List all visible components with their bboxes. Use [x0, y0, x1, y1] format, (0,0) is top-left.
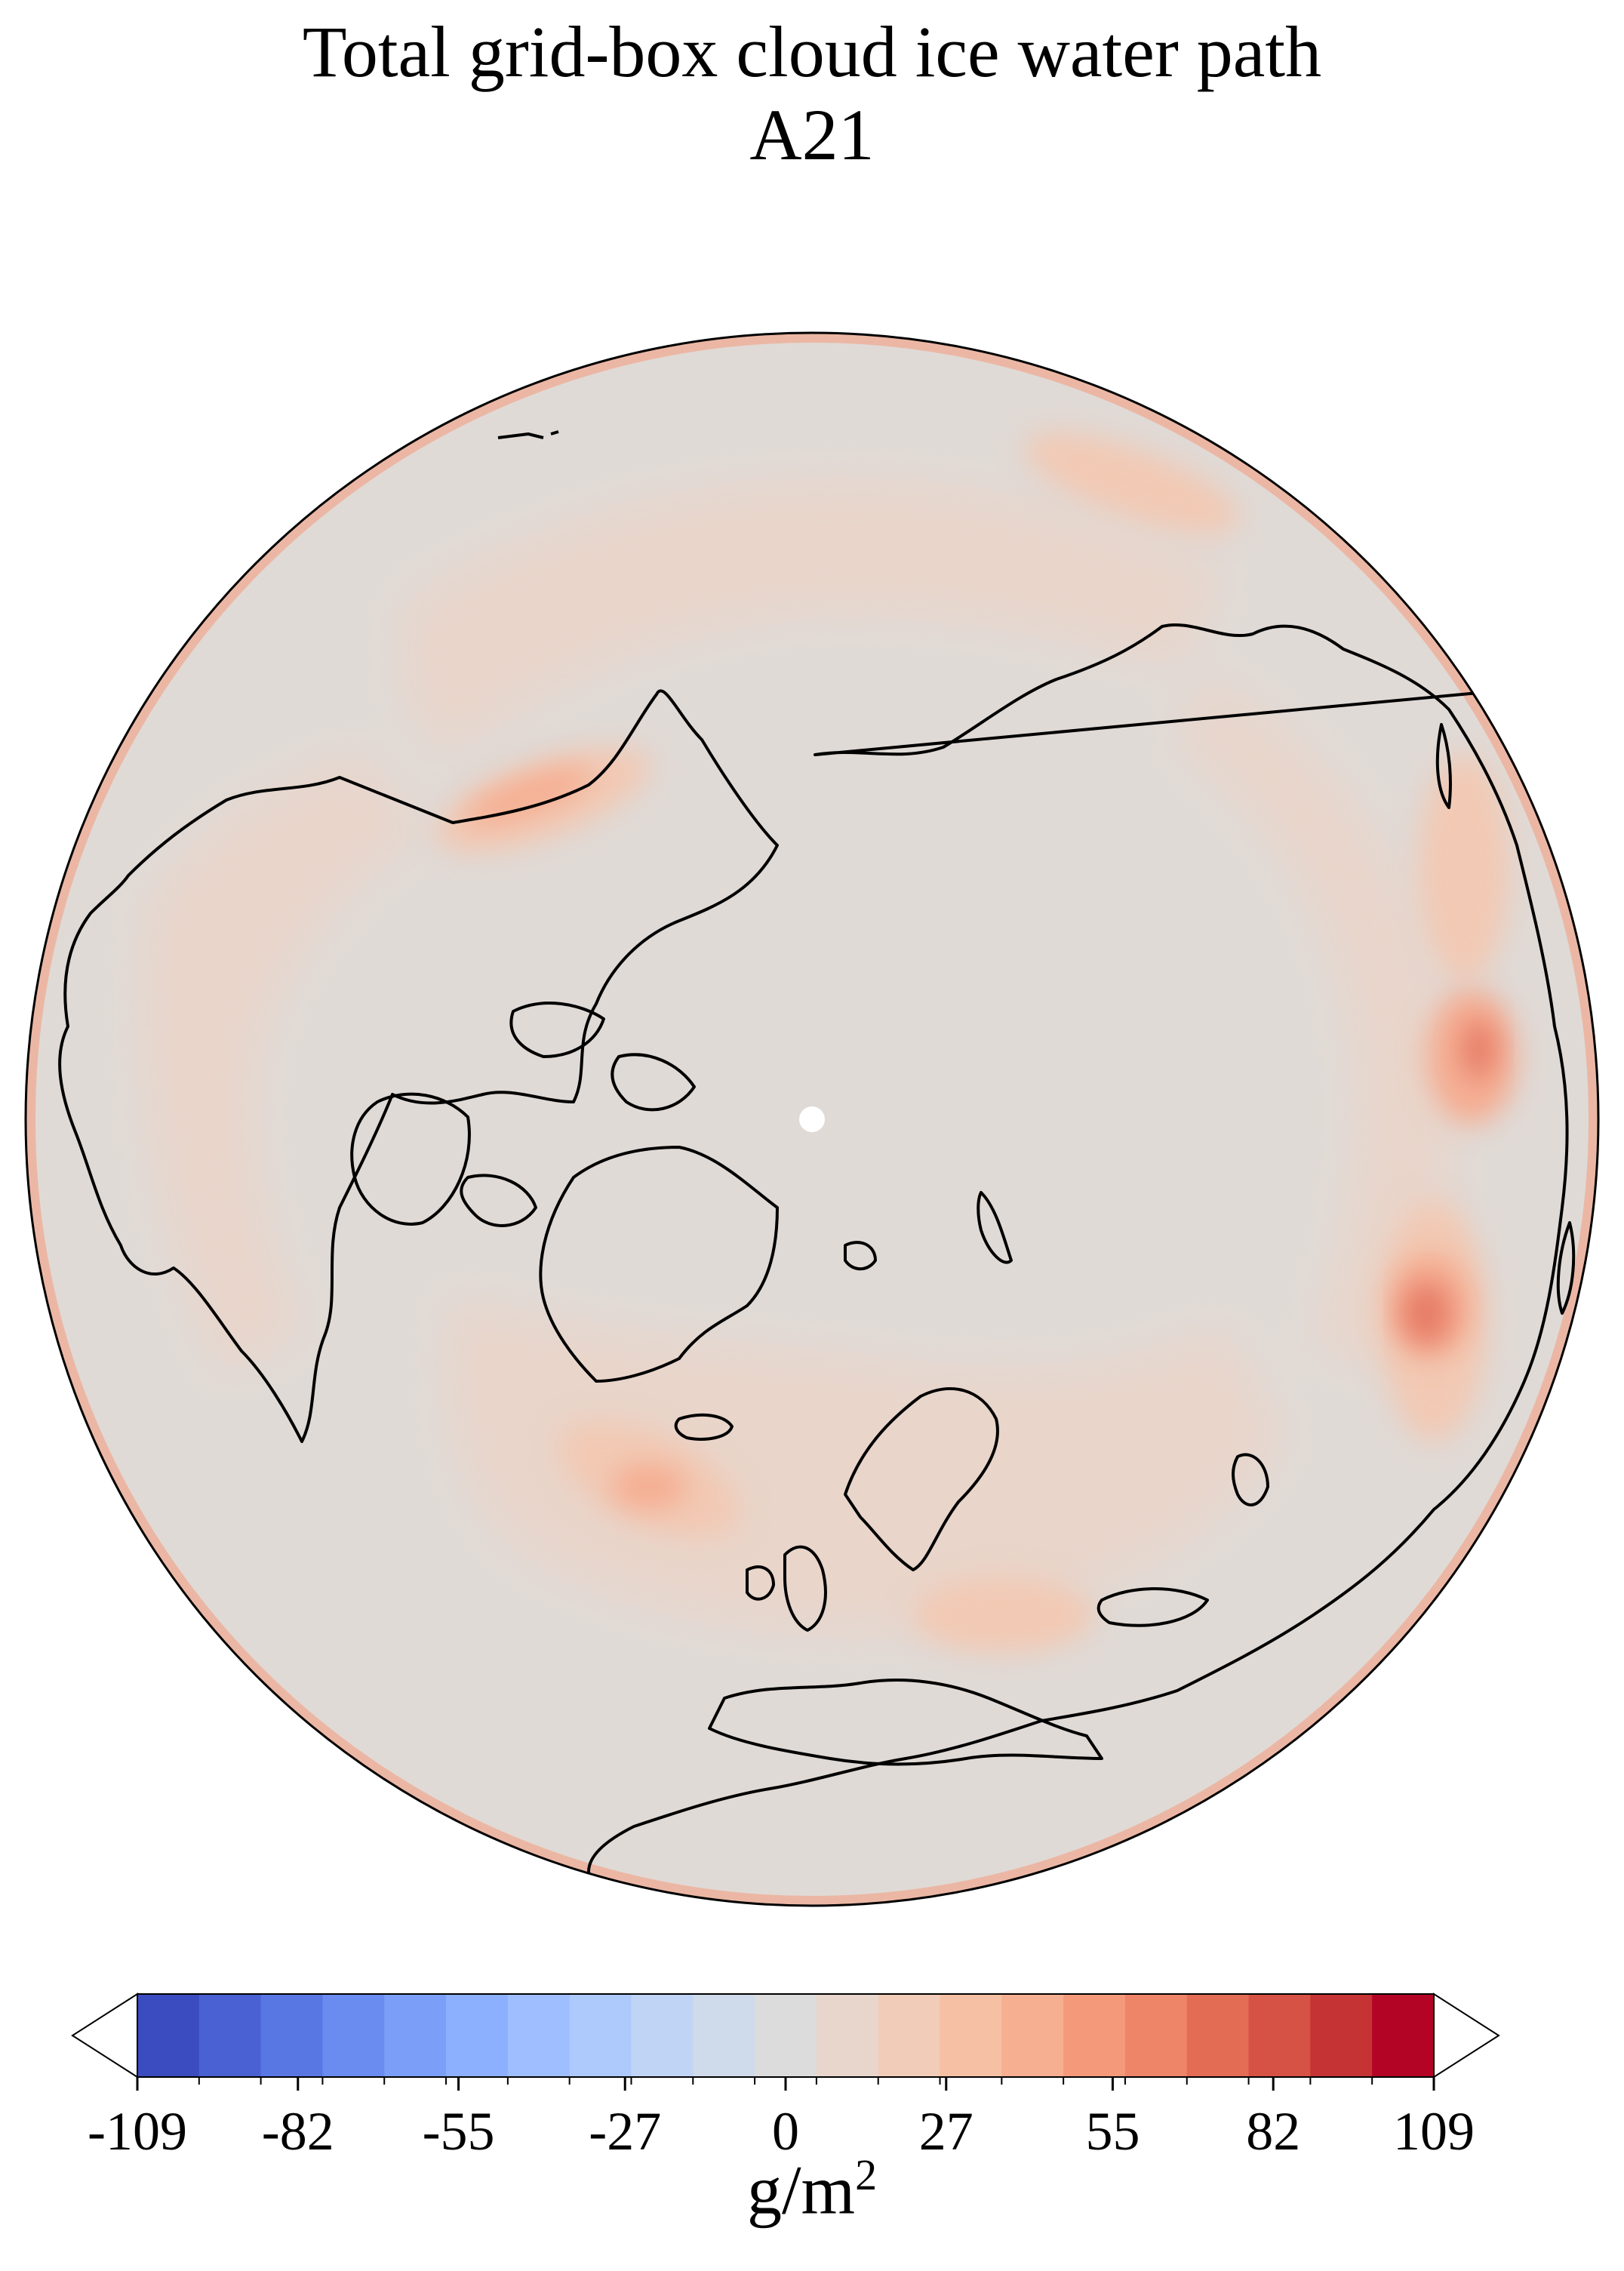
- anomaly-field: [26, 333, 1598, 1906]
- colorbar-swatch: [1372, 1994, 1435, 2077]
- anomaly-region-east: [1177, 679, 1450, 1374]
- title-line-2: A21: [749, 94, 875, 175]
- coast-alaska-islands: [497, 430, 559, 439]
- colorbar-swatch: [755, 1994, 817, 2077]
- colorbar-swatch: [1186, 1994, 1250, 2077]
- colorbar-swatch: [569, 1994, 632, 2077]
- anomaly-region-pacific: [403, 483, 1223, 746]
- coast-eurasia: [572, 623, 1598, 1906]
- coast-north-america: [58, 689, 779, 1443]
- coast-arctic-islands-1: [509, 1002, 605, 1058]
- colorbar-swatch: [1001, 1994, 1064, 2077]
- colorbar-swatch: [446, 1994, 509, 2077]
- colorbar-swatch: [322, 1994, 385, 2077]
- colorbar-swatch: [1124, 1994, 1188, 2077]
- coast-arctic-islands-2: [611, 1053, 696, 1112]
- colorbar-swatch: [1248, 1994, 1311, 2077]
- coast-mediterranean: [708, 1679, 1103, 1766]
- anomaly-region-atlantic: [449, 1298, 1283, 1632]
- title-line-1: Total grid-box cloud ice water path: [302, 11, 1322, 92]
- units-base: g/m: [746, 2151, 856, 2229]
- coast-iceland: [674, 1413, 734, 1441]
- anomaly-west-pacific: [1025, 432, 1239, 534]
- anomaly-core-aleutian: [463, 767, 593, 826]
- anomaly-siberia-east: [1419, 755, 1509, 981]
- north-pole-marker: [799, 1106, 825, 1132]
- coast-greenland: [539, 1146, 779, 1383]
- colorbar-swatch: [878, 1994, 941, 2077]
- coast-arctic-islands-3: [460, 1174, 537, 1227]
- colorbar-swatch: [384, 1994, 447, 2077]
- colorbar-extend-low: [72, 1994, 137, 2077]
- colorbar-swatch: [507, 1994, 571, 2077]
- anomaly-europe: [913, 1577, 1094, 1653]
- globe-outline: [24, 331, 1600, 1907]
- colorbar-swatches: [137, 1994, 1435, 2077]
- colorbar-swatch: [631, 1994, 694, 2077]
- coast-svalbard: [844, 1241, 877, 1271]
- colorbar-frame: [137, 1993, 1435, 2078]
- coast-novaya-zemlya: [977, 1191, 1013, 1264]
- anomaly-region-west: [144, 755, 423, 1374]
- coastlines: [58, 430, 1598, 1906]
- colorbar-swatch: [1063, 1994, 1126, 2077]
- map-title: Total grid-box cloud ice water path A21: [0, 11, 1624, 177]
- colorbar-swatch: [198, 1994, 262, 2077]
- colorbar-swatch: [137, 1994, 200, 2077]
- anomaly-max-siberia: [1463, 1019, 1496, 1079]
- coast-hudson-bay: [350, 1092, 471, 1226]
- coast-scandinavia: [844, 1387, 999, 1571]
- colorbar-swatch: [1310, 1994, 1373, 2077]
- coast-ireland: [746, 1565, 775, 1601]
- colorbar-extend-right-arrow: [1433, 1993, 1500, 2079]
- anomaly-core-icelandic: [611, 1464, 687, 1509]
- coast-japan: [1556, 1221, 1576, 1315]
- colorbar-swatch: [260, 1994, 324, 2077]
- polar-map: [24, 331, 1600, 1907]
- anomaly-rim: [26, 333, 1598, 1906]
- anomaly-max-tibet: [1402, 1282, 1450, 1345]
- colorbar-units: g/m2: [0, 2149, 1624, 2230]
- colorbar-swatch: [693, 1994, 755, 2077]
- coast-black-sea: [1097, 1587, 1209, 1627]
- units-exponent: 2: [855, 2150, 878, 2199]
- colorbar-extend-left-arrow: [71, 1993, 138, 2079]
- coast-caspian: [1232, 1453, 1269, 1506]
- colorbar-swatch: [816, 1994, 879, 2077]
- colorbar-swatch: [940, 1994, 1002, 2077]
- coast-kamchatka: [1435, 723, 1452, 809]
- coast-britain: [783, 1545, 827, 1632]
